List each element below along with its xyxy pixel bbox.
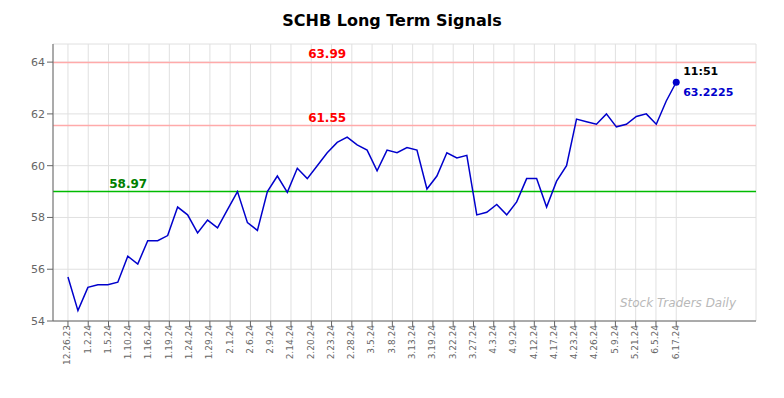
svg-text:61.55: 61.55	[308, 111, 346, 125]
svg-text:3.5.24: 3.5.24	[366, 325, 376, 354]
svg-text:63.2225: 63.2225	[683, 86, 733, 99]
svg-text:1.10.24: 1.10.24	[123, 325, 133, 360]
svg-text:63.99: 63.99	[308, 47, 346, 61]
svg-text:1.16.24: 1.16.24	[143, 325, 153, 360]
svg-text:2.14.24: 2.14.24	[285, 325, 295, 360]
svg-text:5.21.24: 5.21.24	[630, 325, 640, 360]
svg-text:62: 62	[31, 108, 45, 121]
svg-text:1.5.24: 1.5.24	[103, 325, 113, 354]
html-text:Stock Traders Daily: Stock Traders Daily	[619, 296, 736, 310]
svg-text:2.1.24: 2.1.24	[225, 325, 235, 354]
svg-text:1.29.24: 1.29.24	[204, 325, 214, 360]
svg-text:4.3.24: 4.3.24	[488, 325, 498, 354]
svg-text:1.2.24: 1.2.24	[83, 325, 93, 354]
svg-text:4.26.24: 4.26.24	[590, 325, 600, 360]
svg-text:12.26.23: 12.26.23	[62, 325, 72, 365]
svg-text:4.9.24: 4.9.24	[508, 325, 518, 354]
svg-text:11:51: 11:51	[683, 65, 718, 78]
svg-text:2.23.24: 2.23.24	[326, 325, 336, 360]
svg-text:1.19.24: 1.19.24	[164, 325, 174, 360]
svg-text:5.9.24: 5.9.24	[610, 325, 620, 354]
svg-text:3.13.24: 3.13.24	[407, 325, 417, 360]
svg-text:4.23.24: 4.23.24	[569, 325, 579, 360]
svg-text:3.8.24: 3.8.24	[387, 325, 397, 354]
svg-text:56: 56	[31, 263, 45, 276]
svg-text:4.12.24: 4.12.24	[529, 325, 539, 360]
svg-text:60: 60	[31, 160, 45, 173]
svg-text:3.19.24: 3.19.24	[427, 325, 437, 360]
svg-text:54: 54	[31, 315, 45, 328]
svg-text:1.24.24: 1.24.24	[184, 325, 194, 360]
svg-text:2.20.24: 2.20.24	[306, 325, 316, 360]
svg-text:6.17.24: 6.17.24	[671, 325, 681, 360]
svg-text:64: 64	[31, 56, 45, 69]
svg-text:3.22.24: 3.22.24	[448, 325, 458, 360]
svg-text:3.27.24: 3.27.24	[468, 325, 478, 360]
svg-text:6.5.24: 6.5.24	[650, 325, 660, 354]
svg-text:2.28.24: 2.28.24	[346, 325, 356, 360]
svg-text:58: 58	[31, 211, 45, 224]
html-text:SCHB Long Term Signals: SCHB Long Term Signals	[282, 11, 502, 30]
svg-text:58.97: 58.97	[109, 177, 147, 191]
svg-text:4.17.24: 4.17.24	[549, 325, 559, 360]
svg-text:2.6.24: 2.6.24	[245, 325, 255, 354]
svg-text:2.9.24: 2.9.24	[265, 325, 275, 354]
